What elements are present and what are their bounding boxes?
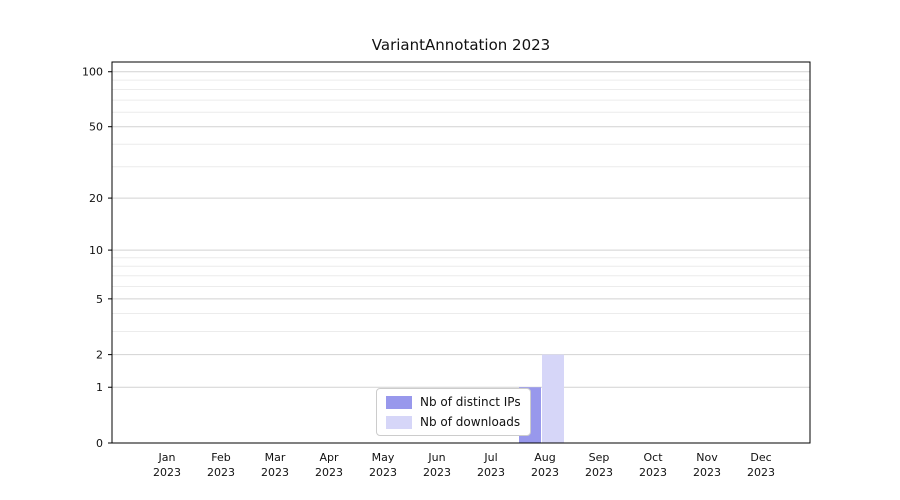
y-tick-label: 100 <box>82 66 103 79</box>
y-tick-label: 10 <box>89 244 103 257</box>
legend-item-distinct-ips: Nb of distinct IPs <box>386 395 521 409</box>
x-tick-label: May 2023 <box>369 451 397 479</box>
y-tick-label: 1 <box>96 381 103 394</box>
x-tick-label: Apr 2023 <box>315 451 343 479</box>
y-tick-label: 20 <box>89 192 103 205</box>
x-tick-label: Aug 2023 <box>531 451 559 479</box>
y-tick-label: 2 <box>96 349 103 362</box>
bar-downloads <box>542 354 564 443</box>
chart-title: VariantAnnotation 2023 <box>371 36 551 54</box>
y-tick-label: 50 <box>89 121 103 134</box>
x-tick-label: Mar 2023 <box>261 451 289 479</box>
y-tick-label: 0 <box>96 437 103 450</box>
chart-legend: Nb of distinct IPs Nb of downloads <box>376 388 531 436</box>
x-tick-label: Jan 2023 <box>153 451 181 479</box>
x-tick-label: Oct 2023 <box>639 451 667 479</box>
x-tick-label: Dec 2023 <box>747 451 775 479</box>
legend-label-downloads: Nb of downloads <box>420 415 521 429</box>
x-tick-label: Nov 2023 <box>693 451 721 479</box>
x-tick-label: Jul 2023 <box>477 451 505 479</box>
axis-frame <box>111 61 811 444</box>
legend-item-downloads: Nb of downloads <box>386 415 521 429</box>
x-tick-label: Sep 2023 <box>585 451 613 479</box>
x-tick-label: Jun 2023 <box>423 451 451 479</box>
legend-swatch-downloads <box>386 415 412 429</box>
y-tick-label: 5 <box>96 293 103 306</box>
x-tick-label: Feb 2023 <box>207 451 235 479</box>
legend-label-distinct-ips: Nb of distinct IPs <box>420 395 521 409</box>
legend-swatch-distinct-ips <box>386 395 412 409</box>
